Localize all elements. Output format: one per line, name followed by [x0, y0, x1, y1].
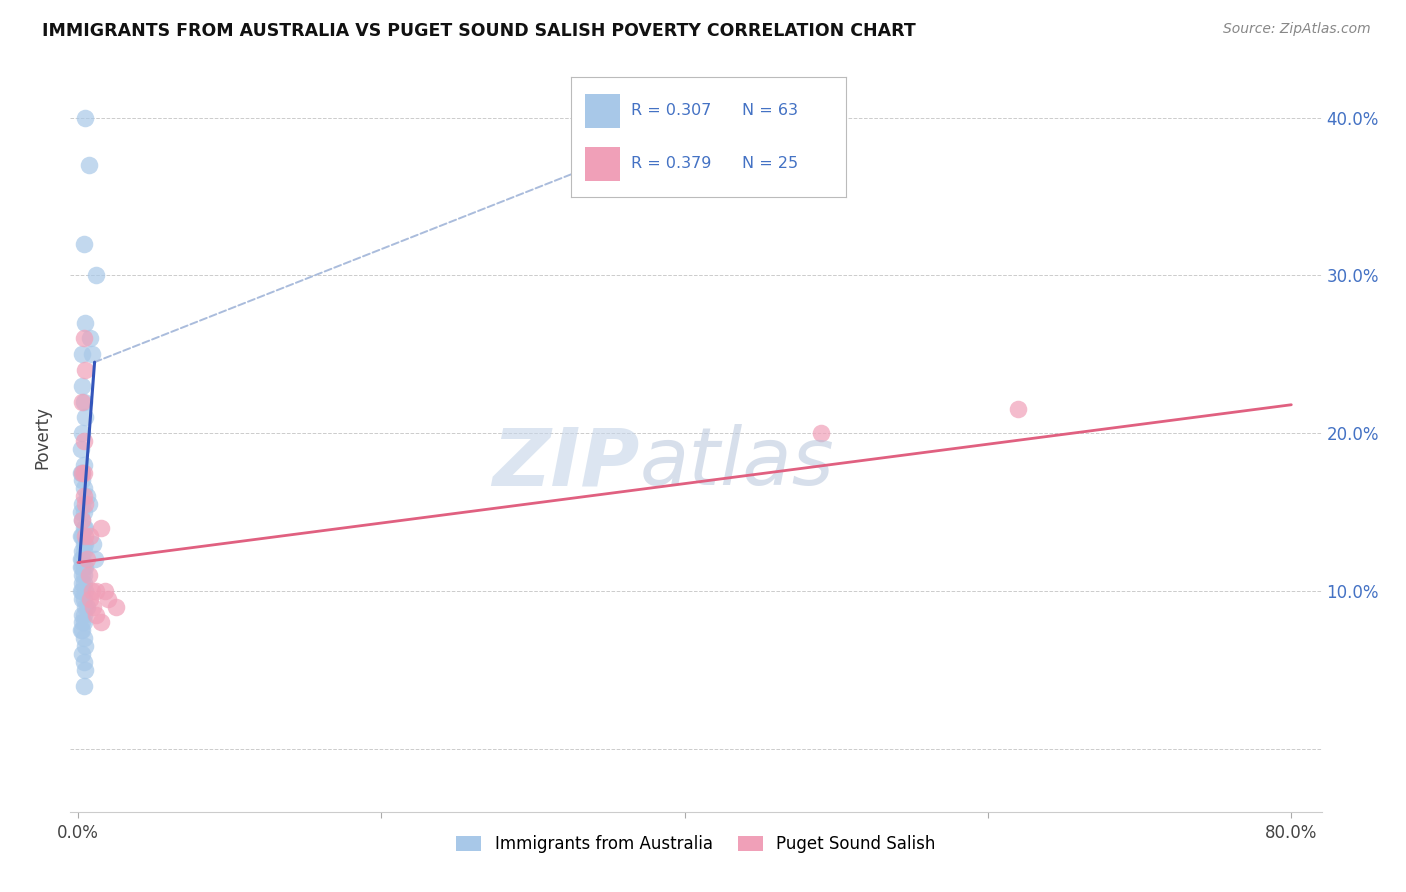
Point — [80, 347, 103, 361]
Point — [72, 568, 94, 582]
Point — [82, 536, 104, 550]
Point — [76, 599, 98, 614]
Point — [79, 331, 101, 345]
Point — [73, 458, 96, 472]
Point — [70, 466, 93, 480]
Point — [75, 529, 97, 543]
Point — [76, 489, 98, 503]
Point — [72, 466, 94, 480]
Point — [75, 663, 97, 677]
Point — [70, 529, 93, 543]
Point — [72, 513, 94, 527]
Point — [73, 505, 96, 519]
Point — [72, 560, 94, 574]
Point — [73, 655, 96, 669]
Point — [72, 576, 94, 591]
Point — [72, 394, 94, 409]
Point — [75, 639, 97, 653]
Point — [75, 560, 97, 574]
Point — [75, 599, 97, 614]
Point — [73, 607, 96, 622]
Point — [73, 536, 96, 550]
Point — [810, 426, 832, 441]
Point — [84, 583, 107, 598]
Point — [80, 583, 103, 598]
Point — [72, 544, 94, 558]
Point — [72, 607, 94, 622]
Point — [73, 236, 96, 251]
Point — [70, 442, 93, 456]
Point — [84, 607, 107, 622]
Point — [75, 521, 97, 535]
Point — [73, 489, 96, 503]
Point — [94, 583, 117, 598]
Point — [72, 615, 94, 630]
Point — [90, 521, 112, 535]
Point — [72, 583, 94, 598]
Text: atlas: atlas — [640, 425, 834, 502]
Point — [72, 552, 94, 566]
Point — [90, 615, 112, 630]
Y-axis label: Poverty: Poverty — [34, 406, 52, 468]
Point — [84, 268, 107, 283]
Point — [77, 497, 100, 511]
Legend: Immigrants from Australia, Puget Sound Salish: Immigrants from Australia, Puget Sound S… — [450, 829, 942, 860]
Point — [72, 347, 94, 361]
Point — [72, 529, 94, 543]
Point — [70, 505, 93, 519]
Point — [73, 568, 96, 582]
Point — [73, 434, 96, 448]
Point — [72, 624, 94, 638]
Point — [72, 513, 94, 527]
Point — [73, 331, 96, 345]
Point — [83, 552, 105, 566]
Point — [73, 631, 96, 645]
Point — [104, 599, 127, 614]
Point — [82, 599, 104, 614]
Point — [79, 529, 101, 543]
Point — [72, 379, 94, 393]
Point — [72, 426, 94, 441]
Point — [75, 410, 97, 425]
Point — [72, 474, 94, 488]
Point — [73, 615, 96, 630]
Point — [70, 560, 93, 574]
Point — [70, 624, 93, 638]
Point — [75, 111, 97, 125]
Text: IMMIGRANTS FROM AUSTRALIA VS PUGET SOUND SALISH POVERTY CORRELATION CHART: IMMIGRANTS FROM AUSTRALIA VS PUGET SOUND… — [42, 22, 915, 40]
Point — [73, 560, 96, 574]
Point — [77, 158, 100, 172]
Point — [1007, 402, 1029, 417]
Point — [75, 536, 97, 550]
Point — [75, 363, 97, 377]
Point — [70, 552, 93, 566]
Text: Source: ZipAtlas.com: Source: ZipAtlas.com — [1223, 22, 1371, 37]
Point — [73, 591, 96, 606]
Point — [73, 481, 96, 495]
Point — [73, 466, 96, 480]
Point — [75, 316, 97, 330]
Point — [76, 552, 98, 566]
Point — [79, 591, 101, 606]
Point — [72, 591, 94, 606]
Point — [77, 568, 100, 582]
Point — [72, 497, 94, 511]
Point — [73, 544, 96, 558]
Point — [73, 394, 96, 409]
Point — [73, 521, 96, 535]
Point — [73, 679, 96, 693]
Point — [75, 583, 97, 598]
Point — [73, 576, 96, 591]
Text: ZIP: ZIP — [492, 425, 640, 502]
Point — [72, 647, 94, 661]
Point — [72, 466, 94, 480]
Point — [75, 497, 97, 511]
Point — [70, 583, 93, 598]
Point — [97, 591, 120, 606]
